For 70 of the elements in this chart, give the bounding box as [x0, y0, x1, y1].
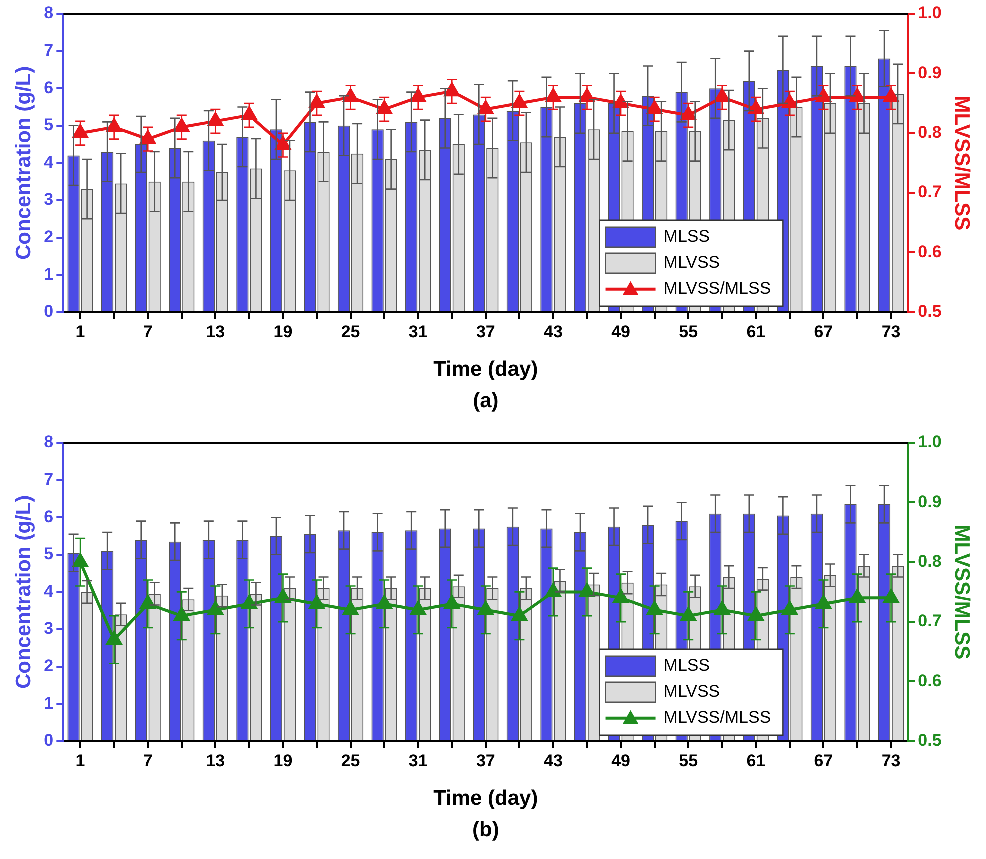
x-tick-label: 25	[341, 322, 360, 342]
x-tick-label: 31	[408, 751, 428, 770]
legend-label: MLVSS/MLSS	[664, 279, 772, 298]
y2-tick-label: 1.0	[918, 4, 942, 23]
y-tick-label: 5	[44, 544, 54, 564]
y-tick-label: 5	[44, 116, 54, 135]
y2-tick-label: 0.5	[918, 731, 942, 750]
y-tick-label: 1	[44, 264, 54, 284]
y-tick-label: 7	[44, 470, 54, 489]
x-tick-label: 7	[143, 322, 153, 342]
y2-tick-label: 0.6	[918, 242, 942, 262]
x-tick-label: 43	[544, 322, 563, 342]
y2-tick-label: 0.9	[918, 63, 942, 82]
y-tick-label: 8	[44, 432, 54, 452]
y2-axis-title: MLVSS/MLSS	[950, 96, 974, 231]
y2-tick-label: 0.6	[918, 671, 942, 690]
legend-label: MLVSS	[664, 253, 720, 272]
x-tick-label: 37	[476, 751, 496, 770]
y2-axis-title: MLVSS/MLSS	[950, 524, 974, 660]
x-tick-label: 13	[206, 751, 226, 770]
x-axis-title: Time (day)	[434, 787, 538, 810]
y2-tick-label: 0.8	[918, 123, 942, 142]
x-tick-label: 49	[612, 751, 630, 770]
x-tick-label: 31	[408, 322, 428, 342]
y2-tick-label: 0.7	[918, 612, 942, 631]
y2-tick-label: 0.9	[918, 492, 942, 512]
y-tick-label: 1	[44, 694, 54, 713]
y2-tick-label: 1.0	[918, 432, 942, 452]
legend-label: MLSS	[664, 227, 710, 246]
y-axis-title: Concentration (g/L)	[12, 66, 36, 260]
y-tick-label: 0	[44, 302, 54, 322]
x-tick-label: 13	[206, 322, 226, 342]
x-tick-label: 73	[882, 322, 901, 342]
y-tick-label: 0	[44, 731, 54, 750]
y-tick-label: 6	[44, 507, 54, 526]
x-tick-label: 73	[882, 751, 901, 770]
x-tick-label: 55	[679, 322, 698, 342]
y-tick-label: 8	[44, 4, 54, 23]
y-axis-title: Concentration (g/L)	[12, 495, 36, 690]
y-tick-label: 3	[44, 190, 54, 210]
text: (b)	[472, 818, 500, 842]
y-tick-label: 2	[44, 227, 54, 246]
legend-label: MLVSS	[664, 682, 720, 702]
x-tick-label: 7	[143, 751, 153, 770]
text: (a)	[473, 389, 499, 412]
x-axis-title: Time (day)	[434, 358, 538, 382]
x-tick-label: 61	[746, 322, 766, 342]
x-tick-label: 55	[679, 751, 698, 770]
y-tick-label: 2	[44, 656, 54, 676]
y-tick-label: 6	[44, 78, 54, 98]
x-tick-label: 49	[612, 322, 630, 342]
x-tick-label: 43	[544, 751, 563, 770]
x-tick-label: 1	[76, 322, 86, 342]
y-tick-label: 3	[44, 619, 54, 638]
y-tick-label: 4	[44, 582, 54, 601]
x-tick-label: 1	[76, 751, 86, 770]
legend-label: MLSS	[664, 656, 710, 676]
x-tick-label: 37	[476, 322, 496, 342]
x-tick-label: 25	[341, 751, 360, 770]
legend-label: MLVSS/MLSS	[664, 708, 772, 728]
x-tick-label: 61	[746, 751, 766, 770]
x-tick-label: 19	[274, 322, 293, 342]
y2-tick-label: 0.8	[918, 552, 942, 572]
y-tick-label: 7	[44, 40, 54, 60]
y-tick-label: 4	[44, 152, 54, 172]
x-tick-label: 19	[274, 751, 293, 770]
x-tick-label: 67	[814, 751, 834, 770]
y2-tick-label: 0.7	[918, 182, 942, 202]
x-tick-label: 67	[814, 322, 834, 342]
y2-tick-label: 0.5	[918, 302, 942, 322]
